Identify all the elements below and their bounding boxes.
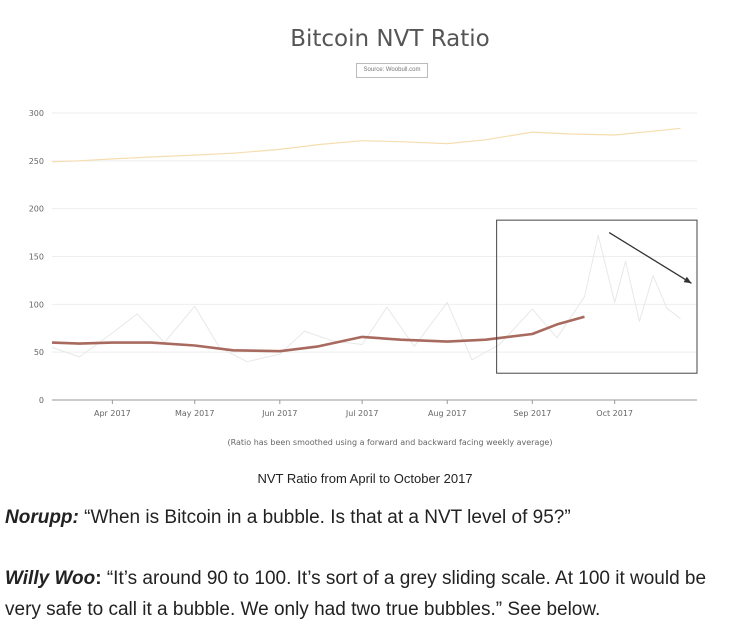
x-tick-label: Jul 2017: [345, 409, 379, 418]
chart-source-label: Source: Woobull.com: [356, 63, 428, 78]
series-lines: [51, 127, 681, 363]
speaker-norupp: Norupp:: [5, 507, 79, 528]
y-tick-label: 100: [29, 300, 44, 309]
figure-caption: NVT Ratio from April to October 2017: [257, 471, 473, 486]
annotation-layer: [496, 219, 698, 374]
x-tick-label: Apr 2017: [94, 409, 131, 418]
y-tick-label: 250: [29, 157, 44, 166]
series-line-0: [51, 127, 681, 163]
arrow-head-icon: [683, 276, 692, 284]
quote-norupp-text: “When is Bitcoin in a bubble. Is that at…: [78, 507, 571, 528]
smoothing-footnote: (Ratio has been smoothed using a forward…: [228, 438, 553, 447]
x-axis: Apr 2017 May 2017 Jun 2017 Jul 2017 Aug 2017…: [52, 399, 697, 418]
y-tick-label: 200: [29, 205, 44, 214]
chart-title: Bitcoin NVT Ratio: [290, 26, 490, 52]
x-tick-label: Oct 2017: [596, 409, 633, 418]
speaker-colon: :: [95, 568, 102, 589]
nvt-ratio-chart: 0 50 100 150 200 250 300 Apr 2017 May 2017 Jun 2…: [29, 109, 698, 447]
quote-willy-woo-text: “It’s around 90 to 100. It’s sort of a g…: [5, 568, 707, 620]
series-line-1: [51, 315, 585, 353]
arrow-line: [608, 232, 692, 284]
highlight-box: [496, 219, 698, 374]
y-tick-label: 150: [29, 253, 44, 262]
series-line-2: [51, 235, 681, 363]
x-tick-label: Sep 2017: [513, 409, 551, 418]
x-tick-label: Jun 2017: [261, 409, 297, 418]
x-tick-label: Aug 2017: [428, 409, 467, 418]
y-tick-label: 0: [39, 396, 44, 405]
quote-norupp: Norupp: “When is Bitcoin in a bubble. Is…: [5, 502, 571, 533]
y-axis: 0 50 100 150 200 250 300: [29, 109, 44, 405]
x-tick-label: May 2017: [175, 409, 214, 418]
gridlines: [52, 112, 697, 353]
speaker-willy-woo: Willy Woo: [5, 568, 96, 589]
quote-willy-woo: Willy Woo: “It’s around 90 to 100. It’s …: [5, 563, 720, 625]
y-tick-label: 300: [29, 109, 44, 118]
y-tick-label: 50: [34, 348, 44, 357]
